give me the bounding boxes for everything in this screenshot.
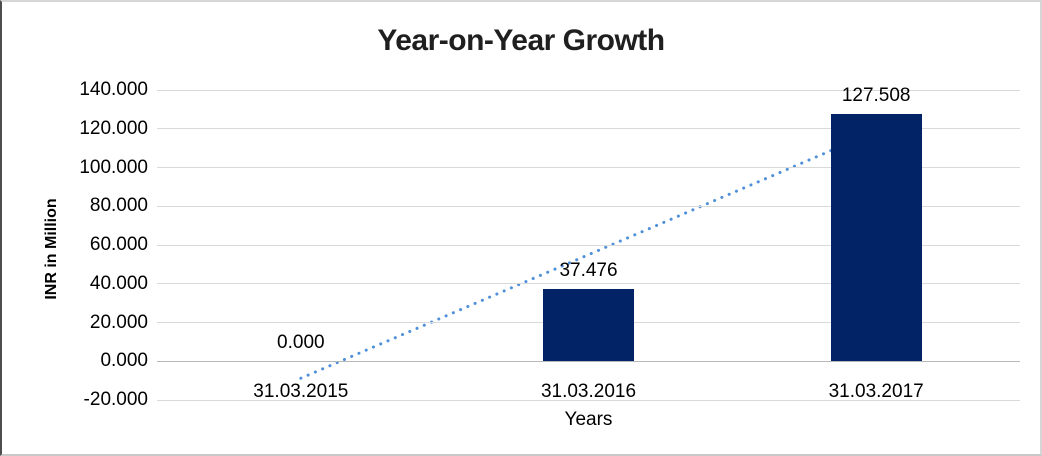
gridline <box>157 89 1020 91</box>
gridline <box>157 128 1020 130</box>
bar[interactable] <box>830 114 922 362</box>
x-axis-line <box>157 360 1020 362</box>
data-label: 37.476 <box>559 259 618 281</box>
y-tick-label: 120.000 <box>79 117 148 139</box>
chart-title: Year-on-Year Growth <box>377 24 665 57</box>
gridline <box>157 167 1020 168</box>
y-tick-label: 0.000 <box>100 350 148 372</box>
gridline <box>157 399 1020 401</box>
y-tick-label: 140.000 <box>79 79 148 100</box>
y-tick-label: -20.000 <box>83 389 148 410</box>
bar[interactable] <box>543 288 634 362</box>
y-tick-label: 40.000 <box>89 272 148 294</box>
gridline <box>157 283 1020 285</box>
y-tick-label: 60.000 <box>89 234 148 255</box>
gridline <box>157 244 1020 246</box>
x-axis-title: Years <box>564 409 613 430</box>
y-tick-label: 20.000 <box>89 311 148 333</box>
x-tick-label: 31.03.2015 <box>253 381 349 403</box>
x-tick-label: 31.03.2017 <box>828 381 924 403</box>
x-tick-label: 31.03.2016 <box>540 381 637 403</box>
data-label: 0.000 <box>277 332 325 354</box>
data-label: 127.508 <box>841 85 911 107</box>
y-tick-label: 80.000 <box>89 195 148 217</box>
y-tick-label: 100.000 <box>79 156 148 178</box>
gridline <box>157 205 1020 207</box>
